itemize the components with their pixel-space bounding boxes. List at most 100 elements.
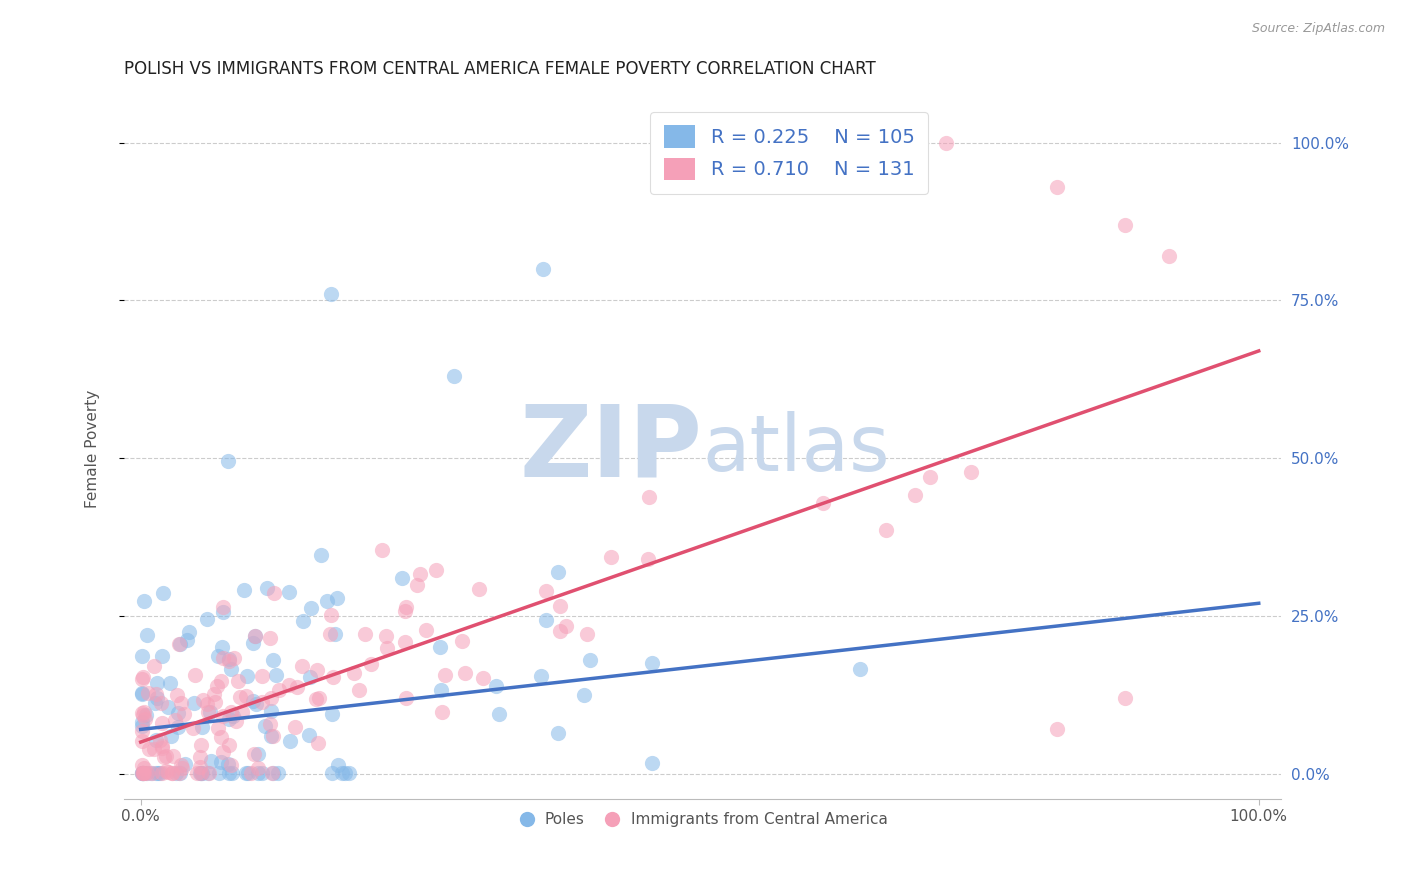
Poles (139, 766, 162, 780)
Immigrants from Central America (197, 705, 219, 719)
Poles (188, 766, 211, 780)
Poles (326, 591, 349, 606)
Poles (145, 766, 167, 780)
Poles (298, 729, 321, 743)
Immigrants from Central America (219, 758, 242, 772)
Immigrants from Central America (467, 582, 489, 596)
Poles (212, 605, 235, 619)
Poles (242, 694, 264, 708)
Poles (260, 729, 283, 743)
Immigrants from Central America (132, 707, 155, 722)
Immigrants from Central America (160, 766, 183, 780)
Immigrants from Central America (349, 683, 371, 698)
Immigrants from Central America (262, 729, 284, 743)
Poles (208, 766, 231, 780)
Poles (207, 649, 229, 664)
Immigrants from Central America (319, 627, 342, 641)
Immigrants from Central America (250, 695, 273, 709)
Immigrants from Central America (243, 747, 266, 761)
Poles (131, 719, 153, 733)
Poles (190, 720, 212, 734)
Poles (146, 691, 169, 706)
Poles (280, 734, 302, 748)
Immigrants from Central America (231, 705, 253, 719)
Poles (143, 696, 166, 710)
Poles (221, 766, 243, 780)
Immigrants from Central America (204, 695, 226, 709)
Immigrants from Central America (131, 766, 153, 780)
Immigrants from Central America (875, 523, 897, 537)
Poles (177, 624, 200, 639)
Immigrants from Central America (202, 687, 225, 701)
Immigrants from Central America (600, 549, 623, 564)
Immigrants from Central America (190, 738, 212, 752)
Poles (236, 766, 259, 780)
Immigrants from Central America (186, 766, 208, 780)
Poles (191, 766, 214, 780)
Immigrants from Central America (142, 741, 165, 756)
Immigrants from Central America (920, 469, 942, 483)
Immigrants from Central America (209, 730, 232, 744)
Poles (530, 669, 553, 683)
Poles (534, 613, 557, 627)
Poles (217, 454, 239, 468)
Immigrants from Central America (156, 765, 179, 780)
Immigrants from Central America (322, 670, 344, 684)
Poles (131, 715, 153, 730)
Immigrants from Central America (371, 543, 394, 558)
Immigrants from Central America (935, 136, 957, 150)
Immigrants from Central America (245, 630, 267, 644)
Poles (152, 586, 174, 600)
Immigrants from Central America (188, 760, 211, 774)
Poles (849, 662, 872, 676)
Poles (319, 287, 342, 301)
Immigrants from Central America (637, 552, 659, 566)
Immigrants from Central America (235, 689, 257, 703)
Immigrants from Central America (1046, 723, 1069, 737)
Immigrants from Central America (260, 691, 283, 706)
Poles (315, 594, 337, 608)
Poles (488, 706, 510, 721)
Poles (173, 757, 195, 772)
Poles (333, 766, 356, 780)
Poles (132, 766, 155, 780)
Poles (131, 686, 153, 700)
Immigrants from Central America (181, 721, 204, 735)
Poles (217, 757, 239, 772)
Immigrants from Central America (155, 764, 177, 778)
Immigrants from Central America (195, 697, 218, 711)
Poles (190, 766, 212, 780)
Poles (254, 719, 277, 733)
Immigrants from Central America (212, 709, 235, 723)
Immigrants from Central America (141, 766, 163, 780)
Immigrants from Central America (308, 690, 330, 705)
Poles (263, 766, 285, 780)
Immigrants from Central America (307, 736, 329, 750)
Text: atlas: atlas (703, 410, 890, 487)
Immigrants from Central America (267, 683, 290, 698)
Immigrants from Central America (375, 641, 398, 656)
Immigrants from Central America (134, 766, 156, 780)
Poles (211, 640, 233, 654)
Poles (299, 601, 322, 615)
Immigrants from Central America (132, 766, 155, 780)
Immigrants from Central America (360, 657, 382, 672)
Immigrants from Central America (160, 766, 183, 780)
Immigrants from Central America (285, 680, 308, 694)
Immigrants from Central America (145, 687, 167, 701)
Immigrants from Central America (305, 692, 328, 706)
Immigrants from Central America (142, 658, 165, 673)
Immigrants from Central America (211, 674, 233, 689)
Poles (323, 627, 346, 641)
Poles (256, 581, 278, 595)
Immigrants from Central America (134, 705, 156, 719)
Immigrants from Central America (638, 490, 661, 504)
Poles (641, 756, 664, 771)
Immigrants from Central America (136, 686, 159, 700)
Immigrants from Central America (172, 761, 194, 775)
Immigrants from Central America (1159, 249, 1181, 263)
Poles (132, 593, 155, 607)
Poles (145, 732, 167, 747)
Y-axis label: Female Poverty: Female Poverty (86, 390, 100, 508)
Immigrants from Central America (472, 671, 495, 685)
